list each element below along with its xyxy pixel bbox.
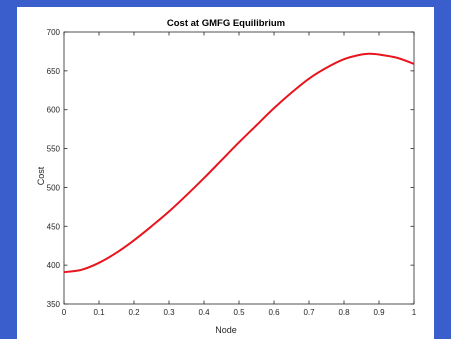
x-tick-label: 0.7 <box>303 308 315 317</box>
x-tick-label: 1 <box>412 308 417 317</box>
series-line-0 <box>63 52 415 274</box>
x-tick-label: 0.9 <box>373 308 385 317</box>
x-tick-label: 0.8 <box>338 308 350 317</box>
y-tick-label: 500 <box>47 183 61 192</box>
x-tick-label: 0.4 <box>198 308 210 317</box>
y-tick-label: 450 <box>47 222 61 231</box>
x-tick-label: 0.3 <box>163 308 175 317</box>
series-layer <box>63 52 415 274</box>
chart-title: Cost at GMFG Equilibrium <box>167 18 285 29</box>
x-tick-label: 0 <box>62 308 67 317</box>
x-axis: 0 0.1 0.2 0.3 0.4 0.5 0.6 0.7 0.8 0.9 1 <box>62 32 417 317</box>
line-chart: Cost at GMFG Equilibrium 0 0.1 0.2 0.3 0.4 0.… <box>36 18 417 335</box>
x-tick-label: 0.5 <box>233 308 245 317</box>
x-axis-label: Node <box>215 325 237 335</box>
y-tick-label: 350 <box>47 300 61 309</box>
y-axis: 350 400 450 500 550 600 650 700 <box>47 28 414 309</box>
plot-area <box>63 31 415 305</box>
x-tick-label: 0.6 <box>268 308 280 317</box>
y-tick-label: 400 <box>47 261 61 270</box>
y-tick-label: 650 <box>47 67 61 76</box>
y-axis-label: Cost <box>36 166 46 185</box>
figure: Cost at GMFG Equilibrium 0 0.1 0.2 0.3 0.4 0.… <box>17 7 434 339</box>
x-tick-label: 0.1 <box>93 308 105 317</box>
y-tick-label: 600 <box>47 106 61 115</box>
y-tick-label: 700 <box>47 28 61 37</box>
y-tick-label: 550 <box>47 145 61 154</box>
x-tick-label: 0.2 <box>128 308 140 317</box>
